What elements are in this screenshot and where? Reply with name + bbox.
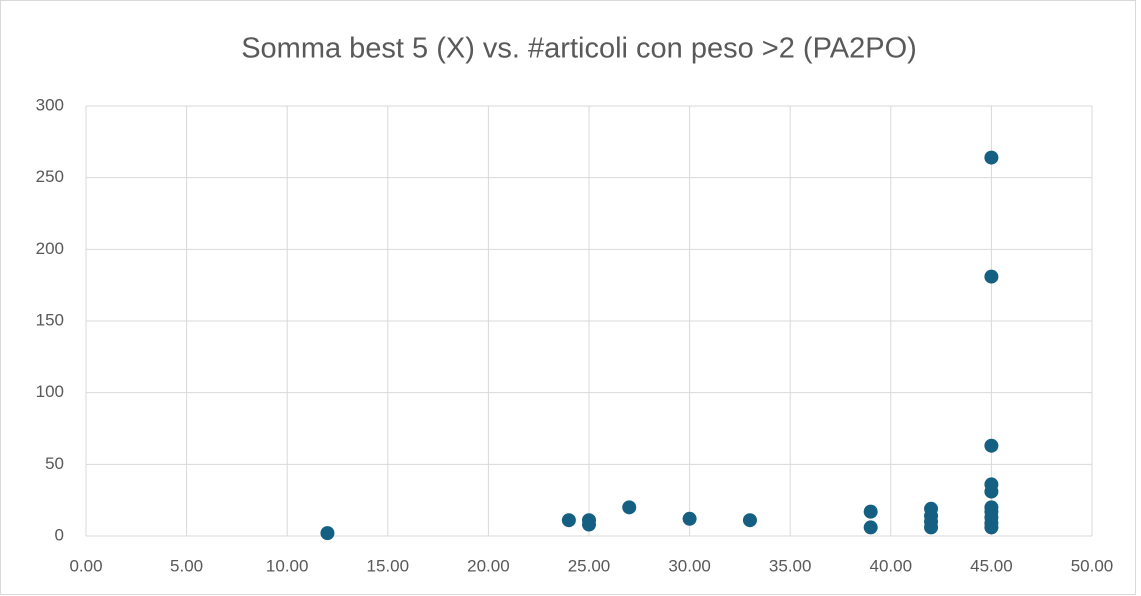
- point: [984, 269, 999, 284]
- x-tick-label: 10.00: [266, 556, 309, 575]
- x-tick-label: 20.00: [467, 556, 510, 575]
- point: [984, 150, 999, 165]
- x-tick-label: 35.00: [769, 556, 812, 575]
- x-tick-label: 30.00: [668, 556, 711, 575]
- x-tick-label: 15.00: [367, 556, 410, 575]
- point: [984, 520, 999, 535]
- point: [984, 438, 999, 453]
- x-tick-label: 0.00: [69, 556, 102, 575]
- x-tick-label: 40.00: [870, 556, 913, 575]
- point: [984, 484, 999, 499]
- point: [582, 517, 596, 532]
- point: [924, 520, 939, 535]
- y-tick-label: 150: [36, 310, 64, 329]
- y-tick-label: 50: [45, 454, 64, 473]
- point: [682, 511, 697, 526]
- y-tick-label: 200: [36, 239, 64, 258]
- x-tick-label: 5.00: [170, 556, 203, 575]
- point: [622, 500, 637, 515]
- point: [561, 513, 576, 528]
- y-tick-label: 100: [36, 382, 64, 401]
- x-tick-label: 25.00: [568, 556, 611, 575]
- y-tick-label: 250: [36, 167, 64, 186]
- point: [742, 513, 757, 528]
- y-tick-label: 0: [55, 525, 64, 544]
- x-tick-label: 45.00: [970, 556, 1013, 575]
- x-tick-label: 50.00: [1071, 556, 1114, 575]
- point: [863, 504, 878, 519]
- point: [320, 526, 335, 541]
- chart-title: Somma best 5 (X) vs. #articoli con peso …: [241, 33, 917, 65]
- y-tick-label: 300: [36, 95, 64, 114]
- point: [863, 520, 878, 535]
